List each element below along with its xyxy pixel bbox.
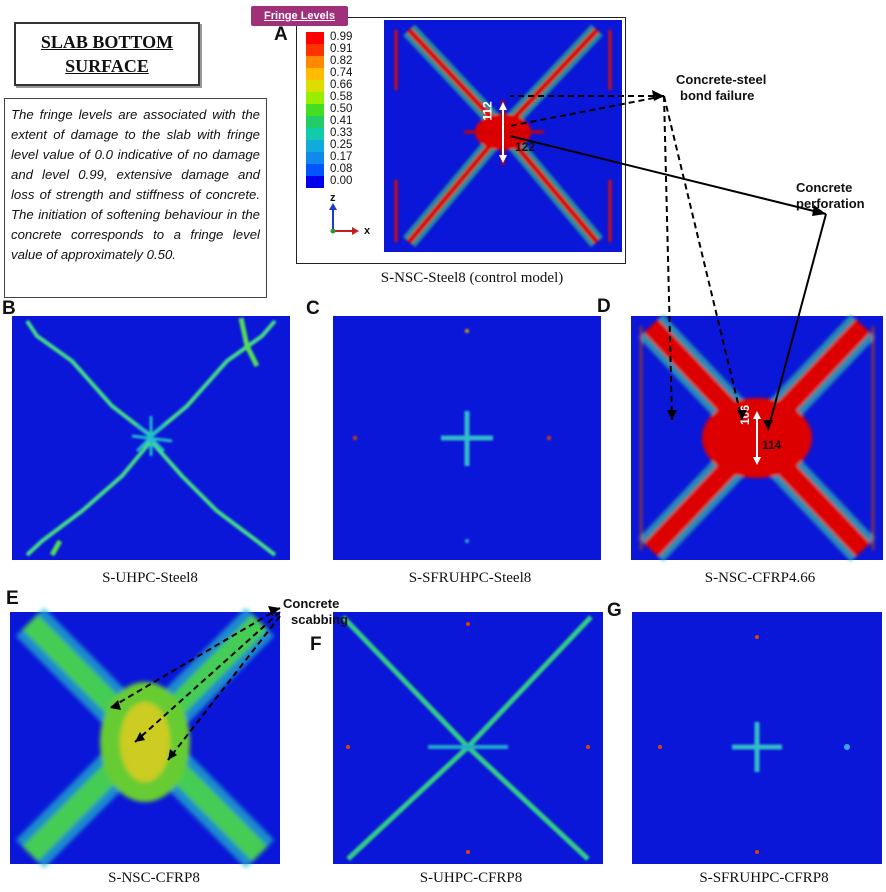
legend-label: 0.25 (330, 139, 353, 151)
axis-x-label: x (364, 225, 371, 237)
legend-swatch (306, 56, 324, 68)
annotation-perforation: Concrete perforation (796, 180, 886, 212)
legend-swatch (306, 68, 324, 80)
slab-image-a (384, 20, 622, 252)
legend-label: 0.66 (330, 79, 353, 91)
slab-image-e (10, 607, 280, 869)
legend-swatch (306, 92, 324, 104)
fringe-legend: 0.99 0.91 0.82 0.74 0.66 0.58 0.50 0.41 0.33 0.25… (306, 31, 376, 192)
panel-letter-c: C (306, 298, 320, 319)
dim-d-horizontal: 114 (762, 438, 782, 452)
legend-swatch (306, 140, 324, 152)
dim-a-horizontal: 122 (515, 140, 536, 154)
legend-label: 0.99 (330, 31, 353, 43)
legend-swatch (306, 164, 324, 176)
annotation-scabbing-line-2: scabbing (291, 612, 349, 627)
panel-letter-d: D (597, 296, 611, 317)
slab-image-c (333, 316, 601, 560)
slab-image-f (333, 612, 603, 864)
legend-label: 0.82 (330, 55, 353, 67)
annotation-bond-failure-line-1: Concrete-steel (676, 72, 767, 87)
legend-swatch (306, 152, 324, 164)
slab-image-g (632, 612, 882, 864)
legend-label: 0.33 (330, 127, 353, 139)
legend-label: 0.74 (330, 67, 353, 79)
caption-f: S-UHPC-CFRP8 (376, 870, 566, 887)
caption-d: S-NSC-CFRP4.66 (704, 570, 816, 586)
caption-e: S-NSC-CFRP8 (74, 870, 234, 887)
legend-swatch (306, 44, 324, 56)
caption-c: S-SFRUHPC-Steel8 (408, 570, 532, 586)
annotation-bond-failure: Concrete-steel bond failure (676, 72, 796, 104)
annotation-perforation-line-2: perforation (796, 196, 865, 211)
legend-swatch (306, 80, 324, 92)
axis-triad (329, 203, 359, 235)
legend-label: 0.08 (330, 163, 353, 175)
caption-g: S-SFRUHPC-CFRP8 (664, 870, 864, 887)
legend-label: 0.00 (330, 175, 353, 187)
panel-letter-g: G (607, 600, 622, 621)
legend-label: 0.17 (330, 151, 353, 163)
title-box: SLAB BOTTOM SURFACE (14, 22, 200, 86)
slab-image-b (12, 316, 290, 560)
annotation-perforation-line-1: Concrete (796, 180, 853, 195)
panel-a-frame (296, 17, 626, 264)
caption-b: S-UHPC-Steel8 (102, 570, 198, 586)
annotation-scabbing-line-1: Concrete (283, 596, 340, 611)
legend-label: 0.58 (330, 91, 353, 103)
annotation-bond-failure-line-2: bond failure (680, 88, 755, 103)
legend-swatch (306, 128, 324, 140)
legend-swatch (306, 104, 324, 116)
legend-swatch (306, 116, 324, 128)
panel-letter-f: F (310, 634, 322, 655)
panel-letter-a: A (274, 24, 288, 45)
title-line-2: SURFACE (65, 56, 149, 76)
legend-swatch (306, 176, 324, 188)
legend-label: 0.91 (330, 43, 353, 55)
description-box: The fringe levels are associated with th… (4, 98, 267, 298)
legend-label: 0.41 (330, 115, 353, 127)
annotation-scabbing: Concrete scabbing (283, 596, 373, 628)
caption-a: S-NSC-Steel8 (control model) (380, 270, 564, 286)
panel-letter-b: B (2, 298, 16, 319)
slab-image-d (631, 314, 883, 562)
title-line-1: SLAB BOTTOM (40, 32, 174, 52)
axis-z-label: z (330, 192, 336, 204)
panel-letter-e: E (6, 588, 19, 609)
legend-swatch (306, 32, 324, 44)
legend-label: 0.50 (330, 103, 353, 115)
fringe-levels-tab: Fringe Levels (251, 6, 348, 26)
